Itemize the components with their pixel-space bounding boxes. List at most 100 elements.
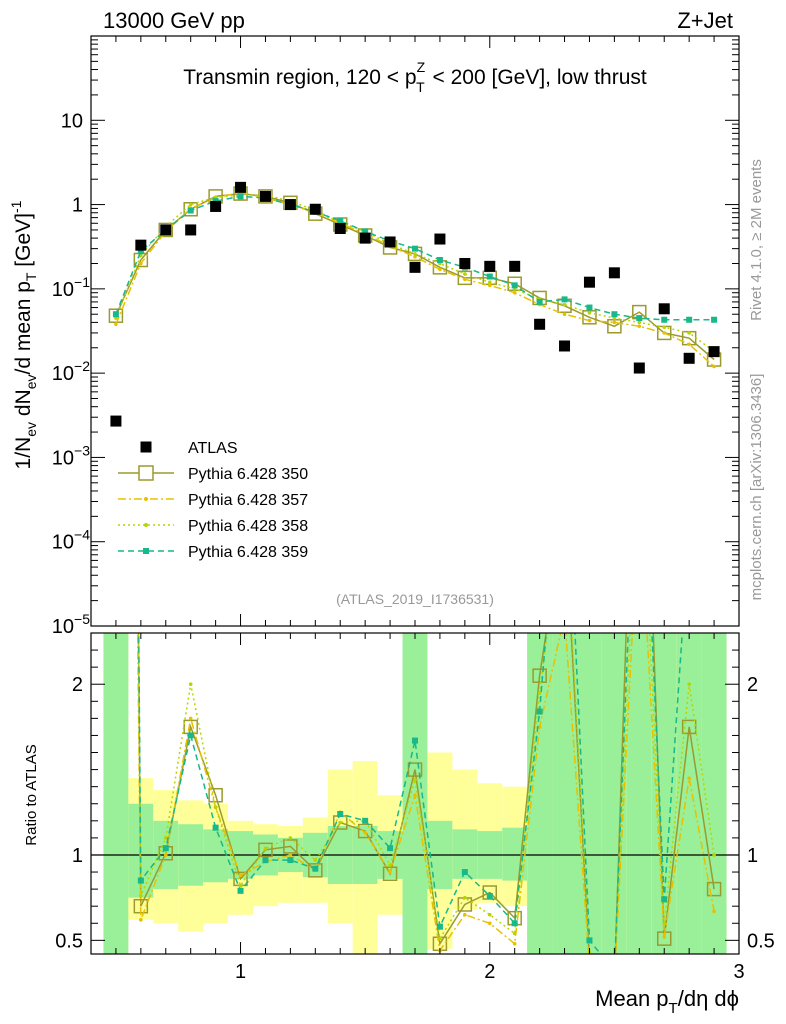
- series-point: [633, 234, 646, 247]
- series-point: [662, 325, 667, 330]
- series-point: [661, 896, 668, 903]
- series-point: [188, 682, 193, 687]
- series-point: [313, 858, 318, 862]
- series-line: [115, 194, 715, 353]
- series-point: [558, 507, 571, 520]
- ratio-y-tick-label: 1: [72, 845, 83, 867]
- main-y-tick-label: 1: [72, 195, 83, 217]
- series-point: [537, 725, 542, 729]
- legend-label: Pythia 6.428 350: [188, 466, 308, 483]
- series-point: [163, 836, 168, 840]
- series-point: [536, 298, 543, 305]
- series-point: [412, 737, 418, 744]
- atlas-point: [658, 303, 670, 315]
- ratio-y-tick-label: 0.5: [55, 930, 83, 952]
- ratio-axes: 1 2 30.5 0.51 12 2: [55, 633, 775, 983]
- atlas-point: [259, 190, 271, 202]
- series-point: [687, 342, 691, 347]
- atlas-point: [683, 352, 695, 364]
- series-point: [712, 853, 716, 857]
- series-point: [612, 320, 617, 325]
- atlas-point: [284, 199, 296, 211]
- series-point: [108, 308, 124, 323]
- series-point: [482, 885, 498, 900]
- series-point: [183, 202, 198, 217]
- series-point: [288, 853, 293, 857]
- series-point: [139, 261, 143, 266]
- atlas-point: [309, 203, 321, 215]
- green-band-bin: [577, 633, 602, 954]
- atlas-point: [334, 223, 346, 235]
- series-point: [158, 222, 174, 238]
- header-left: 13000 GeV pp: [103, 8, 245, 33]
- series-point: [637, 320, 642, 325]
- series-point: [463, 272, 467, 276]
- atlas-point: [509, 260, 521, 272]
- x-axis-label: Mean pT/dη dϕ: [595, 986, 739, 1017]
- series-point: [337, 217, 344, 224]
- atlas-point: [110, 415, 122, 427]
- series-point: [582, 953, 597, 954]
- atlas-point: [160, 224, 172, 236]
- main-y-tick-label: 10: [61, 110, 83, 132]
- series-point: [288, 836, 293, 840]
- series-point: [262, 857, 269, 864]
- series-line: [137, 633, 715, 954]
- series-point: [487, 280, 492, 284]
- atlas-point: [359, 232, 371, 244]
- atlas-point: [484, 260, 496, 272]
- series-point: [213, 805, 218, 809]
- series-point: [561, 296, 568, 303]
- series-point: [532, 668, 547, 683]
- series-point: [611, 311, 618, 318]
- green-band-bin: [601, 633, 627, 954]
- main-y-tick-label: 10−1: [52, 274, 90, 301]
- series-point: [562, 302, 567, 307]
- series-point: [312, 865, 319, 872]
- series-point: [407, 762, 423, 777]
- series-point: [711, 613, 717, 619]
- series-point: [263, 846, 268, 850]
- side-label-rivet: Rivet 4.1.0, ≥ 2M events: [748, 159, 765, 321]
- series-point: [461, 869, 468, 876]
- series-point: [587, 310, 592, 315]
- legend-label: Pythia 6.428 359: [188, 544, 308, 561]
- series-point: [686, 528, 692, 534]
- series-point: [112, 311, 119, 318]
- main-frame: [90, 35, 740, 627]
- series-point: [563, 495, 567, 499]
- series-point: [412, 245, 418, 252]
- legend-marker-atlas: [140, 441, 152, 453]
- series-point: [487, 921, 492, 926]
- series-point: [187, 207, 194, 214]
- series-point: [258, 842, 273, 858]
- series-point: [712, 364, 716, 369]
- series-point: [188, 202, 193, 207]
- green-band-bin: [552, 633, 577, 954]
- atlas-point: [459, 257, 471, 269]
- atlas-point: [409, 261, 421, 273]
- legend-label: Pythia 6.428 357: [188, 492, 308, 509]
- legend-marker: [143, 548, 149, 554]
- main-axes: 10−5 10−4 10−3 10−2 10−1 1 10: [52, 35, 740, 638]
- atlas-point: [583, 276, 595, 288]
- ratio-ylabel: Ratio to ATLAS: [23, 744, 40, 845]
- series-point: [582, 310, 597, 325]
- atlas-point: [135, 239, 147, 251]
- atlas-point: [185, 224, 197, 236]
- series-point: [362, 228, 369, 235]
- series-point: [463, 912, 467, 917]
- ratio-data-layer: [91, 234, 739, 954]
- main-y-tick-label: 10−5: [52, 611, 90, 638]
- series-line: [115, 191, 715, 368]
- legend: ATLAS Pythia 6.428 350 Pythia 6.428 357 Pyt…: [118, 440, 308, 561]
- series-point: [363, 830, 367, 835]
- series-point: [681, 719, 697, 735]
- series-point: [662, 921, 667, 926]
- series-point: [237, 887, 244, 894]
- series-point: [586, 937, 593, 944]
- atlas-point: [235, 181, 247, 193]
- main-y-tick-label: 10−2: [52, 358, 90, 385]
- series-point: [512, 931, 517, 936]
- series-point: [457, 270, 473, 286]
